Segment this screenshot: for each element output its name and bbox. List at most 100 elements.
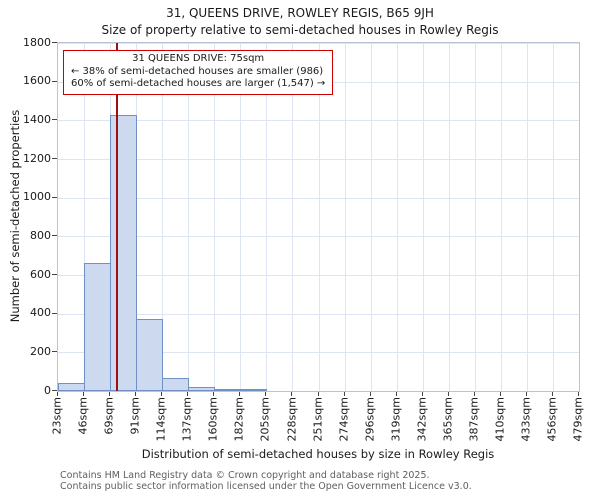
x-tick-label: 296sqm — [363, 397, 377, 442]
y-tick-label: 600 — [30, 267, 51, 281]
x-tick-mark — [161, 392, 163, 396]
y-tick-label: 1200 — [23, 151, 51, 165]
y-tick-label: 1800 — [23, 35, 51, 49]
x-tick-mark — [343, 392, 345, 396]
annotation-larger-stat: 60% of semi-detached houses are larger (… — [71, 78, 326, 89]
gridline-vertical — [318, 43, 320, 391]
x-tick-label: 69sqm — [102, 397, 116, 435]
y-tick-mark — [52, 235, 57, 237]
footer-attribution-line2: Contains public sector information licen… — [60, 481, 472, 492]
x-tick-mark — [421, 392, 423, 396]
gridline-vertical — [526, 43, 528, 391]
x-tick-mark — [83, 392, 85, 396]
chart-title: 31, QUEENS DRIVE, ROWLEY REGIS, B65 9JH — [166, 6, 434, 20]
histogram-bar — [58, 383, 86, 391]
x-tick-mark — [213, 392, 215, 396]
gridline-vertical — [370, 43, 372, 391]
annotation-smaller-stat: ← 38% of semi-detached houses are smalle… — [71, 65, 324, 77]
y-tick-mark — [52, 274, 57, 275]
x-tick-label: 479sqm — [571, 397, 585, 442]
gridline-vertical — [500, 43, 502, 391]
y-tick-label: 0 — [44, 383, 51, 397]
x-tick-mark — [578, 392, 579, 396]
plot-area: 31 QUEENS DRIVE: 75sqm ← 38% of semi-det… — [57, 42, 580, 392]
gridline-vertical — [240, 43, 242, 391]
x-tick-label: 251sqm — [311, 397, 324, 442]
histogram-bar — [110, 114, 138, 391]
y-tick-mark — [52, 119, 57, 121]
gridline-vertical — [188, 43, 190, 391]
footer-attribution-line1: Contains HM Land Registry data © Crown c… — [60, 470, 430, 481]
y-axis-title: Number of semi-detached properties — [8, 109, 22, 323]
x-tick-mark — [525, 392, 527, 396]
gridline-vertical — [214, 43, 216, 391]
y-tick-mark — [52, 390, 57, 391]
chart-subtitle: Size of property relative to semi-detach… — [101, 23, 499, 37]
x-tick-mark — [135, 392, 137, 396]
y-tick-label: 1000 — [23, 190, 51, 204]
x-axis-title: Distribution of semi-detached houses by … — [141, 447, 495, 461]
gridline-vertical — [84, 43, 86, 391]
histogram-bar — [188, 387, 216, 391]
x-tick-label: 433sqm — [519, 397, 533, 442]
x-tick-label: 23sqm — [50, 397, 64, 435]
x-tick-mark — [499, 392, 501, 396]
y-tick-label: 1600 — [23, 74, 51, 88]
gridline-vertical — [552, 43, 554, 391]
x-tick-mark — [265, 392, 267, 396]
gridline-vertical — [344, 43, 346, 391]
y-tick-mark — [52, 158, 57, 159]
histogram-bar — [214, 388, 242, 391]
x-tick-mark — [473, 392, 475, 396]
y-tick-label: 800 — [30, 228, 51, 242]
y-tick-mark — [52, 351, 57, 353]
gridline-vertical — [162, 43, 164, 391]
x-tick-label: 274sqm — [337, 397, 351, 442]
x-tick-label: 91sqm — [128, 397, 142, 435]
x-tick-mark — [551, 392, 553, 396]
x-tick-label: 456sqm — [545, 397, 559, 442]
annotation-box: 31 QUEENS DRIVE: 75sqm ← 38% of semi-det… — [63, 50, 334, 95]
y-tick-label: 400 — [30, 306, 51, 320]
x-tick-mark — [369, 392, 371, 396]
y-tick-mark — [52, 42, 57, 43]
gridline-vertical — [396, 43, 398, 391]
x-tick-mark — [187, 392, 189, 396]
x-tick-label: 46sqm — [76, 397, 90, 435]
x-tick-label: 228sqm — [284, 397, 298, 442]
gridline-vertical — [266, 43, 268, 391]
y-tick-label: 1400 — [23, 112, 51, 126]
x-tick-label: 205sqm — [258, 397, 272, 442]
x-tick-mark — [57, 392, 58, 396]
y-tick-label: 200 — [30, 344, 51, 358]
x-tick-label: 182sqm — [232, 397, 246, 442]
x-tick-label: 387sqm — [467, 397, 481, 442]
gridline-vertical — [448, 43, 450, 391]
x-tick-label: 160sqm — [206, 397, 220, 442]
x-tick-label: 137sqm — [180, 397, 194, 442]
histogram-bar — [162, 378, 190, 391]
x-tick-label: 365sqm — [441, 397, 455, 442]
y-tick-mark — [52, 196, 57, 198]
x-tick-label: 114sqm — [154, 397, 168, 442]
y-tick-mark — [52, 80, 57, 82]
x-tick-mark — [447, 392, 449, 396]
gridline-vertical — [474, 43, 476, 391]
x-tick-mark — [395, 392, 397, 396]
histogram-bar — [84, 263, 112, 391]
annotation-property-label: 31 QUEENS DRIVE: 75sqm — [132, 53, 265, 64]
x-tick-label: 342sqm — [415, 397, 429, 442]
histogram-bar — [136, 319, 164, 391]
x-tick-label: 319sqm — [389, 397, 403, 442]
gridline-vertical — [292, 43, 294, 391]
gridline-vertical — [422, 43, 424, 391]
x-tick-mark — [317, 392, 319, 396]
x-tick-label: 410sqm — [493, 397, 507, 442]
property-size-marker-line — [116, 43, 119, 391]
x-tick-mark — [239, 392, 241, 396]
histogram-bar — [240, 389, 268, 392]
x-tick-mark — [291, 392, 293, 396]
x-tick-mark — [109, 392, 111, 396]
y-tick-mark — [52, 312, 57, 314]
